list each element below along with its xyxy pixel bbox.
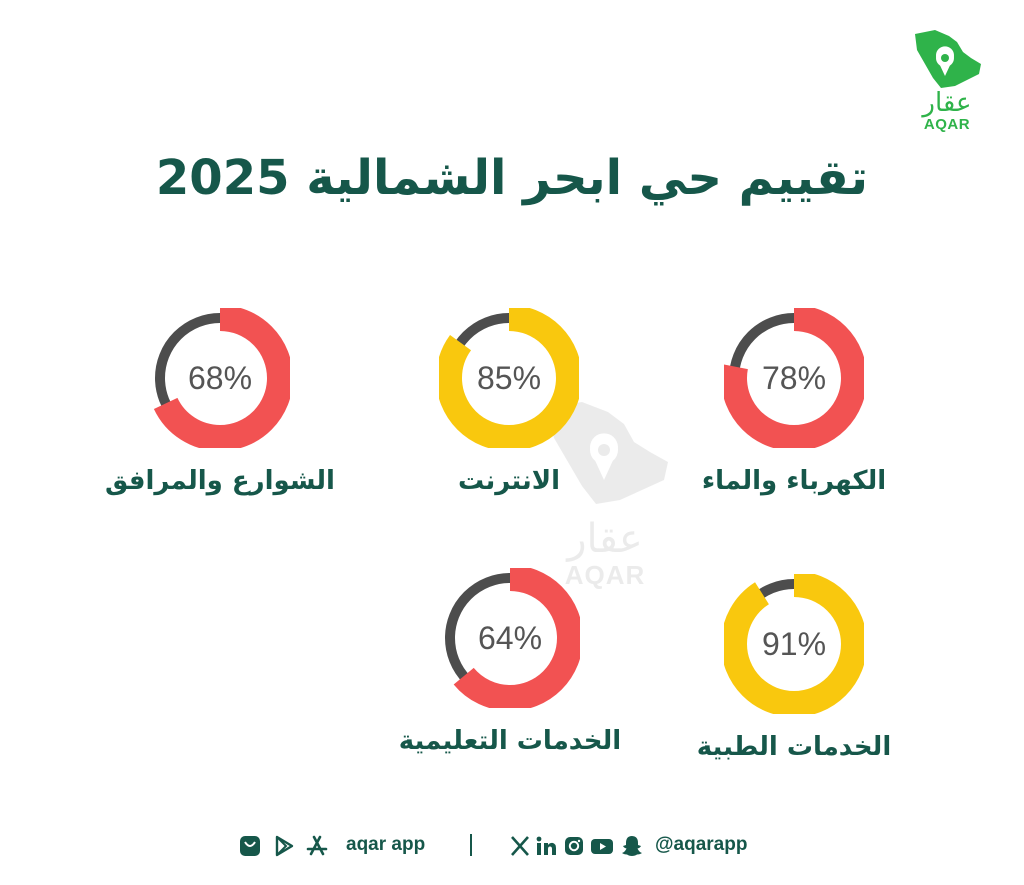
youtube-icon[interactable] xyxy=(590,834,614,858)
footer: aqar app @aqarapp xyxy=(0,828,1024,864)
percent-value: 64% xyxy=(477,620,543,656)
logo-arabic-text: عقار xyxy=(922,88,972,118)
percent-value: 78% xyxy=(761,360,827,396)
social-handle-text: @aqarapp xyxy=(655,834,748,855)
watermark-english-text: AQAR xyxy=(564,560,646,590)
progress-arc xyxy=(440,568,580,708)
metric-card-streets-facilities: 68% الشوارع والمرافق xyxy=(100,308,340,518)
metric-card-medical-services: 91% الخدمات الطبية xyxy=(674,574,914,784)
page-title: تقييم حي ابحر الشمالية 2025 xyxy=(155,150,869,206)
donut-chart-electricity-water xyxy=(724,308,864,448)
metric-card-internet: 85% الانترنت xyxy=(389,308,629,518)
play-store-icon[interactable] xyxy=(272,834,296,858)
donut-chart-internet xyxy=(439,308,579,448)
x-icon[interactable] xyxy=(508,834,532,858)
metric-label: الشوارع والمرافق xyxy=(105,466,335,496)
progress-arc xyxy=(150,308,290,448)
donut-chart-streets-facilities xyxy=(150,308,290,448)
snapchat-icon[interactable] xyxy=(620,834,644,858)
app-name-text: aqar app xyxy=(346,834,426,855)
aqar-watermark: عقار AQAR xyxy=(532,398,678,598)
linkedin-icon[interactable] xyxy=(534,834,558,858)
metric-label: الخدمات التعليمية xyxy=(398,726,622,756)
metric-card-educational-services: 64% الخدمات التعليمية xyxy=(390,568,630,778)
donut-chart-educational-services xyxy=(440,568,580,708)
percent-value: 91% xyxy=(761,626,827,662)
saudi-map-pin-icon xyxy=(915,30,981,88)
progress-arc xyxy=(724,574,864,714)
aqar-logo: عقار AQAR xyxy=(905,28,989,133)
metric-label: الانترنت xyxy=(457,466,561,496)
instagram-icon[interactable] xyxy=(562,834,586,858)
logo-english-text: AQAR xyxy=(923,116,971,133)
footer-separator xyxy=(470,834,472,856)
progress-arc xyxy=(439,308,579,448)
app-gallery-icon[interactable] xyxy=(238,834,262,858)
metric-label: الكهرباء والماء xyxy=(701,466,887,496)
metric-label: الخدمات الطبية xyxy=(696,732,892,762)
donut-chart-medical-services xyxy=(724,574,864,714)
watermark-map-icon xyxy=(546,402,668,504)
watermark-arabic-text: عقار xyxy=(567,516,643,562)
metric-card-electricity-water: 78% الكهرباء والماء xyxy=(674,308,914,518)
app-store-icon[interactable] xyxy=(305,834,329,858)
percent-value: 68% xyxy=(187,360,253,396)
percent-value: 85% xyxy=(476,360,542,396)
progress-arc xyxy=(724,308,864,448)
